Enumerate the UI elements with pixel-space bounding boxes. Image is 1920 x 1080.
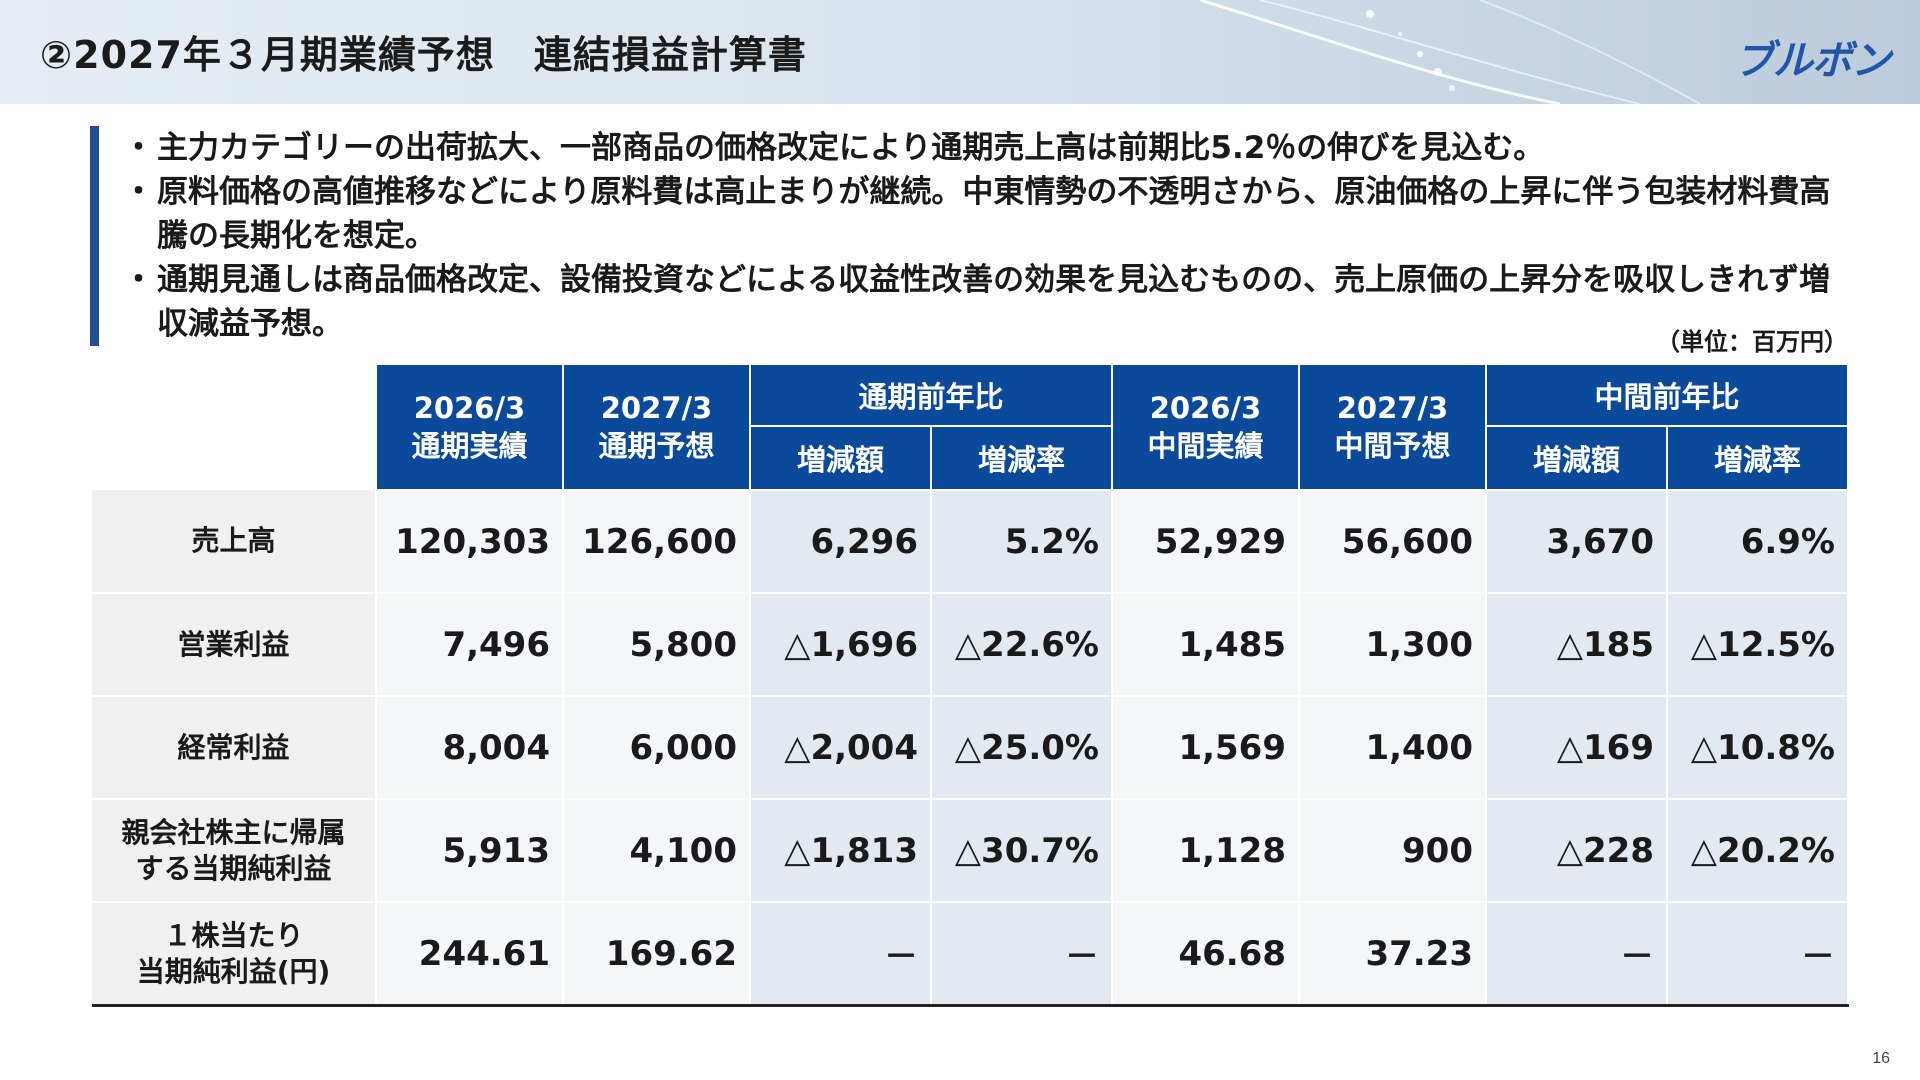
header-change-amount: 増減額 [749,425,932,491]
cell-value: △10.8% [1667,696,1849,800]
row-label-line: 経常利益 [177,730,290,764]
company-logo: ブルボン [1734,38,1891,84]
row-label-line: 売上高 [191,524,276,557]
cell-value: － [750,902,932,1007]
header-change-rate: 増減率 [930,425,1113,491]
header-h1-yoy: 中間前年比 [1485,363,1849,427]
bullet-text: 原料価格の高値推移などにより原料費は高止まりが継続。中東情勢の不透明さから、原油… [157,174,1831,254]
cell-value: 56,600 [1299,490,1487,594]
header-period: 中間予想 [1334,429,1451,463]
table-row: 売上高 120,303 126,600 6,296 5.2% 52,929 56… [92,490,1849,594]
cell-value: － [1667,902,1849,1007]
cell-value: 3,670 [1486,490,1668,594]
header-year: 2027/3 [1336,391,1449,425]
header-decoration [1199,0,1701,104]
row-label-line: 当期純利益(円) [136,954,331,988]
page-title: ②2027年３月期業績予想 連結損益計算書 [40,33,807,77]
cell-value: － [931,902,1113,1007]
header-year: 2027/3 [600,391,713,425]
table-row: 親会社株主に帰属 する当期純利益 5,913 4,100 △1,813 △30.… [92,799,1849,903]
row-label: 営業利益 [92,593,377,697]
cell-value: 5,800 [563,593,751,697]
cell-value: △20.2% [1667,799,1849,903]
row-label: １株当たり 当期純利益(円) [92,902,377,1007]
income-statement-table: 2026/3 通期実績 2027/3 通期予想 通期前年比 2026/3 中間実… [92,363,1849,1007]
cell-value: △2,004 [750,696,932,800]
cell-value: 8,004 [376,696,564,800]
cell-value: △12.5% [1667,593,1849,697]
cell-value: △1,696 [750,593,932,697]
row-label: 売上高 [92,490,377,594]
header-year: 2026/3 [1149,391,1262,425]
row-label-line: 親会社株主に帰属 [121,815,346,849]
header-change-amount: 増減額 [1485,425,1668,491]
cell-value: 5.2% [931,490,1113,594]
bullet-text: 通期見通しは商品価格改定、設備投資などによる収益性改善の効果を見込むものの、売上… [157,262,1831,342]
row-label: 親会社株主に帰属 する当期純利益 [92,799,377,903]
cell-value: 120,303 [376,490,564,594]
cell-value: △169 [1486,696,1668,800]
row-label-line: １株当たり [163,918,304,952]
cell-value: 169.62 [563,902,751,1007]
bullet-text: 主力カテゴリーの出荷拡大、一部商品の価格改定により通期売上高は前期比5.2％の伸… [157,130,1545,166]
bullet-marker: ・ [123,174,154,210]
page-number: 16 [1872,1050,1890,1067]
cell-value: 1,400 [1299,696,1487,800]
bullet-list: ・ 主力カテゴリーの出荷拡大、一部商品の価格改定により通期売上高は前期比5.2％… [90,126,1843,346]
header-fy-yoy: 通期前年比 [749,363,1113,427]
header-change-rate: 増減率 [1666,425,1849,491]
cell-value: 4,100 [563,799,751,903]
cell-value: － [1486,902,1668,1007]
bullet-item: ・ 原料価格の高値推移などにより原料費は高止まりが継続。中東情勢の不透明さから、… [123,170,1843,258]
unit-label: （単位：百万円） [1656,328,1848,356]
bullet-marker: ・ [123,130,154,166]
header-band: ②2027年３月期業績予想 連結損益計算書 ブルボン [0,0,1920,104]
table-row: １株当たり 当期純利益(円) 244.61 169.62 － － 46.68 3… [92,902,1849,1007]
header-period: 通期実績 [411,429,528,463]
header-corner [92,364,376,490]
cell-value: 1,128 [1112,799,1300,903]
table-row: 経常利益 8,004 6,000 △2,004 △25.0% 1,569 1,4… [92,696,1849,800]
bullet-item: ・ 通期見通しは商品価格改定、設備投資などによる収益性改善の効果を見込むものの、… [123,258,1843,346]
header-period: 中間実績 [1147,429,1264,463]
header-year: 2026/3 [413,391,526,425]
cell-value: 5,913 [376,799,564,903]
row-label: 経常利益 [92,696,377,800]
header-fy-actual: 2026/3 通期実績 [375,363,564,491]
cell-value: △22.6% [931,593,1113,697]
cell-value: 900 [1299,799,1487,903]
cell-value: 126,600 [563,490,751,594]
cell-value: 6.9% [1667,490,1849,594]
bullet-marker: ・ [123,262,154,298]
table-row: 営業利益 7,496 5,800 △1,696 △22.6% 1,485 1,3… [92,593,1849,697]
cell-value: 1,485 [1112,593,1300,697]
row-label-line: する当期純利益 [135,851,332,885]
cell-value: △30.7% [931,799,1113,903]
bullet-item: ・ 主力カテゴリーの出荷拡大、一部商品の価格改定により通期売上高は前期比5.2％… [123,126,1843,170]
header-h1-forecast: 2027/3 中間予想 [1298,363,1487,491]
cell-value: 7,496 [376,593,564,697]
cell-value: △185 [1486,593,1668,697]
cell-value: 46.68 [1112,902,1300,1007]
row-label-line: 営業利益 [177,627,290,661]
cell-value: 1,300 [1299,593,1487,697]
cell-value: 52,929 [1112,490,1300,594]
cell-value: △228 [1486,799,1668,903]
cell-value: 244.61 [376,902,564,1007]
cell-value: 6,000 [563,696,751,800]
cell-value: △1,813 [750,799,932,903]
cell-value: △25.0% [931,696,1113,800]
header-period: 通期予想 [598,429,715,463]
cell-value: 1,569 [1112,696,1300,800]
cell-value: 37.23 [1299,902,1487,1007]
header-h1-actual: 2026/3 中間実績 [1111,363,1300,491]
cell-value: 6,296 [750,490,932,594]
header-fy-forecast: 2027/3 通期予想 [562,363,751,491]
